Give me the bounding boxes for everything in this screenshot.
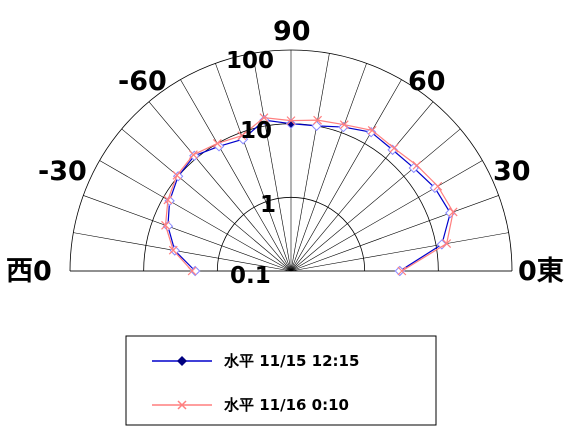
series-1-point xyxy=(189,265,201,277)
angle-label-pos30: 30 xyxy=(493,156,531,187)
series-2-point xyxy=(389,143,399,153)
series-2-point xyxy=(448,207,458,217)
angle-label-pos60: 60 xyxy=(408,66,446,97)
series-2-point xyxy=(188,150,198,160)
legend-label-series2: 水平 11/16 0:10 xyxy=(224,396,349,414)
polar-grid xyxy=(69,49,513,272)
series-line-1 xyxy=(167,119,451,272)
angle-label-east: 0東 xyxy=(518,256,564,287)
series-2-point xyxy=(313,115,323,125)
diamond-marker-icon xyxy=(177,356,187,366)
series-2-point xyxy=(172,170,182,180)
series-2-point xyxy=(339,120,349,130)
grid-spoke xyxy=(215,63,292,272)
series-2-point xyxy=(163,195,173,205)
grid-spoke xyxy=(121,128,292,272)
series-2-point xyxy=(212,138,222,148)
series-2-point xyxy=(187,266,197,276)
grid-spoke xyxy=(83,195,292,272)
grid-spoke xyxy=(73,232,292,272)
legend-item-series2: 水平 11/16 0:10 xyxy=(152,396,349,414)
angle-label-neg60: -60 xyxy=(118,66,167,97)
series-1-point xyxy=(311,120,322,132)
series-2-point xyxy=(259,113,269,123)
grid-spoke xyxy=(148,101,292,272)
grid-spoke xyxy=(180,79,292,272)
legend: 水平 11/15 12:15 水平 11/16 0:10 xyxy=(125,335,437,426)
grid-spoke xyxy=(290,79,402,272)
legend-item-series1: 水平 11/15 12:15 xyxy=(152,352,359,370)
angle-label-west: 西0 xyxy=(6,256,52,287)
grid-spoke xyxy=(290,160,483,272)
series-1-point xyxy=(285,118,297,129)
series-2-point xyxy=(433,181,443,191)
series-2-point xyxy=(412,160,422,170)
series-layer xyxy=(161,113,458,277)
radial-tick-100: 100 xyxy=(226,48,274,74)
series-2-point xyxy=(237,131,247,141)
radial-tick-1: 1 xyxy=(260,192,276,218)
series-line-2 xyxy=(164,117,454,272)
angle-label-pos90: 90 xyxy=(273,16,311,47)
series-2-point xyxy=(367,125,377,135)
series-2-point xyxy=(442,239,452,248)
x-marker-icon xyxy=(177,400,187,410)
axis-labels: 西0 -60 -30 90 60 30 0東 0.1 1 10 100 xyxy=(6,16,564,289)
grid-spoke xyxy=(290,53,330,272)
grid-spoke xyxy=(290,195,499,272)
series-2-point xyxy=(168,245,178,255)
radial-tick-10: 10 xyxy=(240,118,272,144)
legend-label-series1: 水平 11/15 12:15 xyxy=(224,352,359,370)
grid-spoke xyxy=(290,232,509,272)
grid-spoke xyxy=(290,128,461,272)
series-2-point xyxy=(286,116,296,126)
series-2-point xyxy=(161,220,170,230)
series-2-point xyxy=(397,266,407,276)
radial-tick-0.1: 0.1 xyxy=(230,263,271,289)
grid-spoke xyxy=(99,160,292,272)
angle-label-neg30: -30 xyxy=(38,156,87,187)
grid-spoke xyxy=(290,63,367,272)
grid-spoke xyxy=(252,53,292,272)
grid-spoke xyxy=(290,101,434,272)
